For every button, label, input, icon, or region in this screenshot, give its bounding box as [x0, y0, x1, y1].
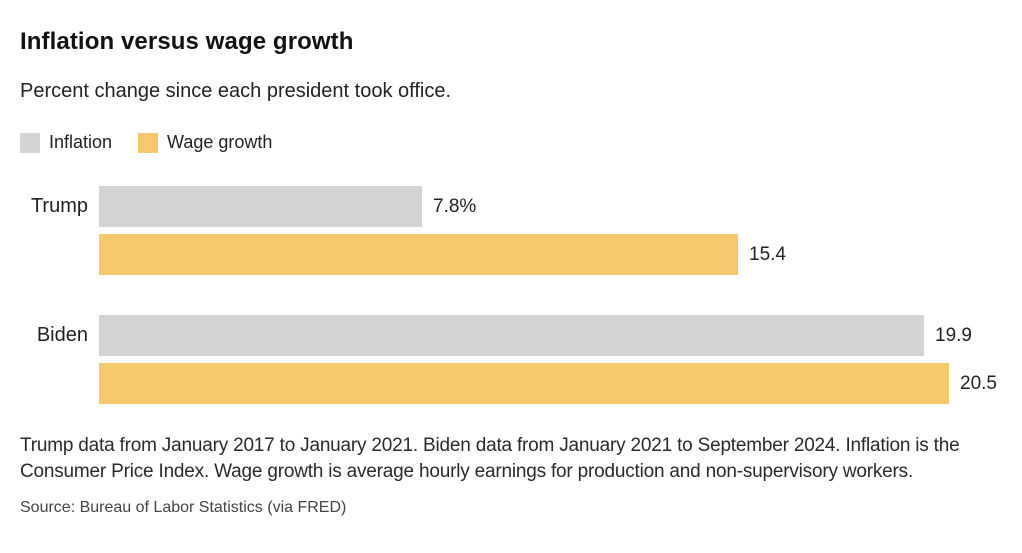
bar-chart: Trump 7.8% 15.4 Biden 19.9 20.5 [20, 186, 1002, 404]
legend-item-inflation: Inflation [20, 132, 112, 153]
category-label: Trump [30, 195, 88, 217]
bar-group-biden: Biden 19.9 20.5 [20, 315, 1002, 404]
bar-trump-wage-growth [99, 234, 738, 275]
bar-biden-wage-growth [99, 363, 949, 404]
inflation-swatch-icon [20, 132, 40, 153]
bar-group-trump: Trump 7.8% 15.4 [20, 186, 1002, 275]
bar-row: Trump 7.8% [20, 186, 1002, 227]
chart-source: Source: Bureau of Labor Statistics (via … [20, 499, 347, 516]
chart-notes: Trump data from January 2017 to January … [20, 435, 960, 482]
bar-biden-inflation [99, 315, 924, 356]
value-label: 19.9 [935, 324, 972, 346]
legend-item-wage-growth: Wage growth [138, 132, 272, 153]
value-label: 7.8% [433, 195, 477, 217]
bar-row: Biden 19.9 [20, 315, 1002, 356]
bar-trump-inflation [99, 186, 422, 227]
category-label: Biden [36, 324, 88, 346]
legend-label-wage-growth: Wage growth [167, 132, 273, 152]
chart-subtitle: Percent change since each president took… [20, 80, 452, 102]
bar-row: 20.5 [20, 363, 1002, 404]
bar-row: 15.4 [20, 234, 1002, 275]
legend-label-inflation: Inflation [49, 132, 113, 152]
wage-growth-swatch-icon [138, 132, 159, 153]
legend: Inflation Wage growth [20, 132, 1002, 153]
value-label: 15.4 [749, 243, 786, 265]
value-label: 20.5 [960, 372, 997, 394]
chart-title: Inflation versus wage growth [20, 28, 354, 55]
